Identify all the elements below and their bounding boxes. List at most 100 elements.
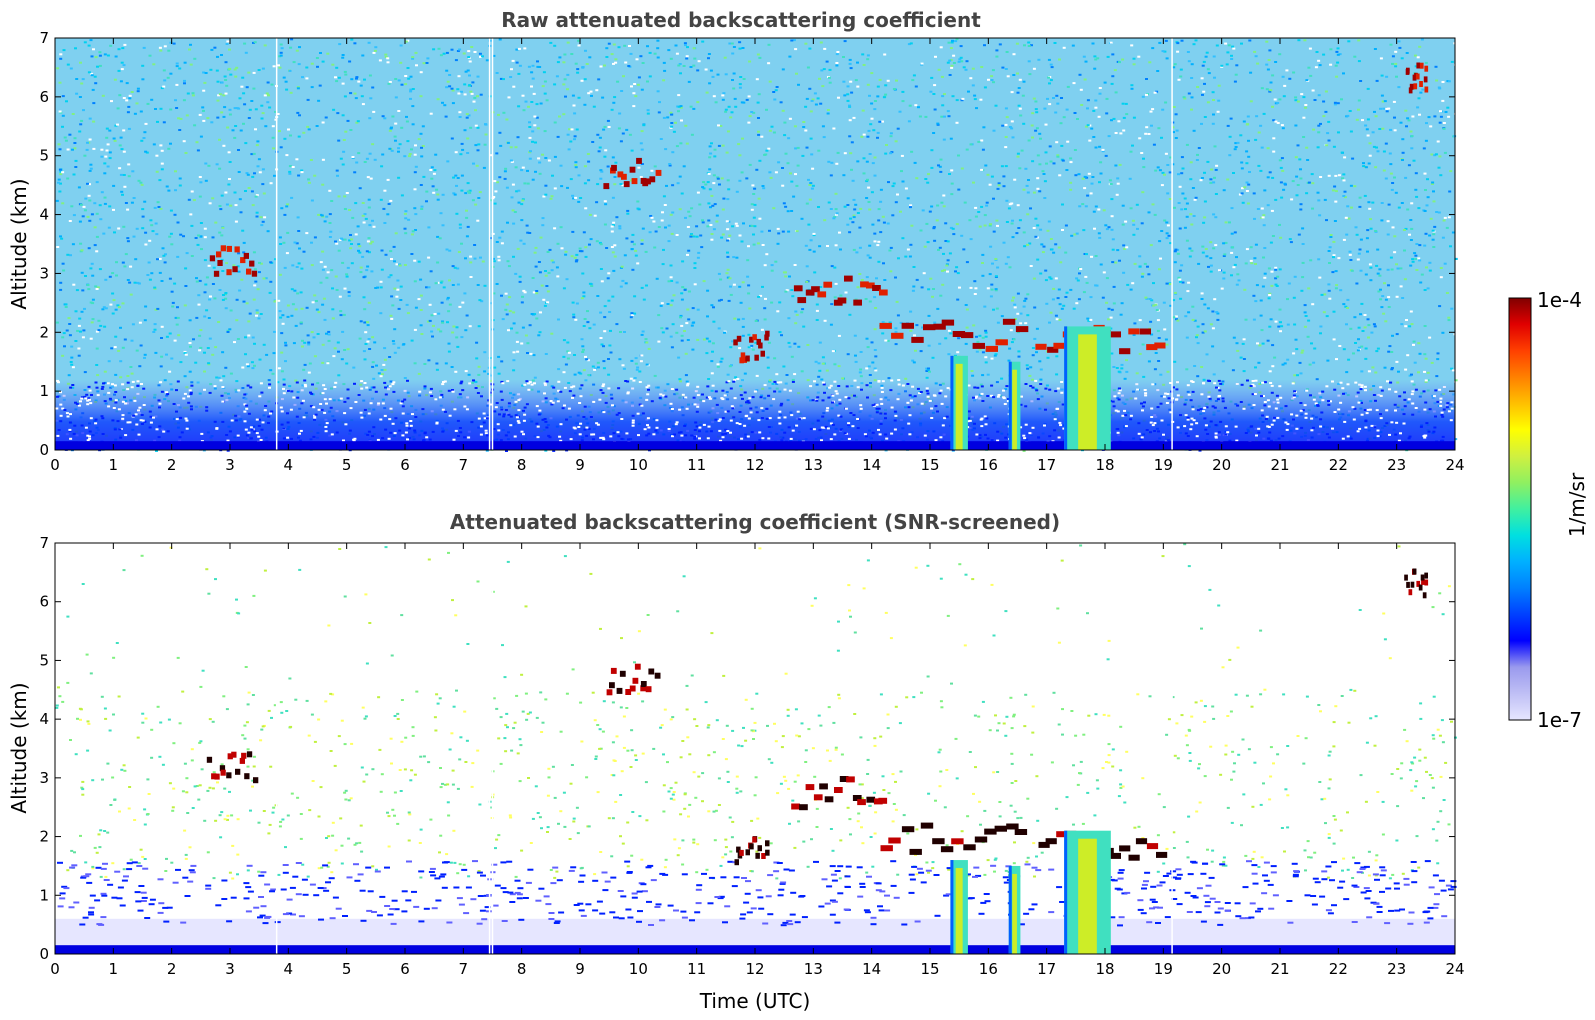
bottom-x-tick-label: 17 <box>1037 960 1056 978</box>
bottom-y-tick-label: 4 <box>39 710 49 728</box>
bottom-cloud-feature <box>950 860 968 954</box>
bottom-y-axis-label: Altitude (km) <box>7 682 31 813</box>
bottom-x-tick-label: 12 <box>745 960 764 978</box>
top-x-tick-label: 13 <box>804 456 823 474</box>
bottom-cloud-feature <box>1404 568 1429 599</box>
bottom-x-tick-label: 11 <box>687 960 706 978</box>
top-y-tick-label: 5 <box>39 147 49 165</box>
top-cloud-feature <box>1405 62 1429 94</box>
bottom-x-tick-label: 15 <box>920 960 939 978</box>
top-panel: Raw attenuated backscattering coefficien… <box>7 8 1465 474</box>
top-x-tick-label: 20 <box>1212 456 1231 474</box>
top-cloud-feature <box>879 318 1029 352</box>
top-x-tick-label: 0 <box>50 456 60 474</box>
top-x-ticks: 0 1 2 3 4 5 6 7 8 9 10 11 12 13 14 15 16 17 18 19 20 21 22 23 24 <box>50 38 1465 474</box>
bottom-x-tick-label: 22 <box>1329 960 1348 978</box>
bottom-panel-title: Attenuated backscattering coefficient (S… <box>450 510 1060 534</box>
top-x-tick-label: 22 <box>1329 456 1348 474</box>
top-x-tick-label: 8 <box>517 456 527 474</box>
top-y-ticks: 0 1 2 3 4 5 6 7 <box>39 29 1455 459</box>
top-plot-area <box>55 38 1458 452</box>
bottom-x-tick-label: 13 <box>804 960 823 978</box>
bottom-y-tick-label: 1 <box>39 886 49 904</box>
bottom-x-tick-label: 2 <box>167 960 177 978</box>
top-x-tick-label: 3 <box>225 456 235 474</box>
top-cloud-feature <box>733 330 770 364</box>
top-cloud-feature <box>209 245 258 277</box>
top-y-tick-label: 7 <box>39 29 49 47</box>
bottom-cloud-feature <box>1064 830 1111 954</box>
bottom-x-tick-label: 23 <box>1387 960 1406 978</box>
bottom-x-tick-label: 6 <box>400 960 410 978</box>
bottom-plot-area <box>55 543 1457 954</box>
bottom-x-tick-label: 9 <box>575 960 585 978</box>
bottom-y-tick-label: 7 <box>39 534 49 552</box>
bottom-y-tick-label: 6 <box>39 593 49 611</box>
top-cloud-feature <box>793 275 888 306</box>
bottom-heatmap-speckle <box>55 543 1457 880</box>
bottom-cloud-feature <box>791 776 888 811</box>
top-x-tick-label: 15 <box>920 456 939 474</box>
colorbar-min-label: 1e-7 <box>1537 708 1582 732</box>
top-boundary-layer <box>55 379 1455 452</box>
top-cloud-feature <box>1008 361 1021 450</box>
top-x-tick-label: 23 <box>1387 456 1406 474</box>
top-cloud-feature <box>950 355 968 450</box>
top-y-axis-label: Altitude (km) <box>7 178 31 309</box>
top-x-tick-label: 4 <box>284 456 294 474</box>
bottom-cloud-feature <box>1008 865 1021 954</box>
top-x-tick-label: 21 <box>1270 456 1289 474</box>
top-x-tick-label: 10 <box>629 456 648 474</box>
top-x-tick-label: 17 <box>1037 456 1056 474</box>
bottom-x-tick-label: 7 <box>459 960 469 978</box>
bottom-heatmap-background <box>55 543 1455 954</box>
bottom-y-tick-label: 2 <box>39 828 49 846</box>
top-x-tick-label: 12 <box>745 456 764 474</box>
top-x-tick-label: 24 <box>1445 456 1464 474</box>
bottom-y-tick-label: 0 <box>39 945 49 963</box>
colorbar-unit-label: 1/m/sr <box>1565 472 1589 537</box>
colorbar-max-label: 1e-4 <box>1537 288 1582 312</box>
bottom-x-tick-label: 5 <box>342 960 352 978</box>
top-x-tick-label: 19 <box>1154 456 1173 474</box>
bottom-x-tick-label: 18 <box>1095 960 1114 978</box>
top-x-tick-label: 18 <box>1095 456 1114 474</box>
top-y-tick-label: 4 <box>39 206 49 224</box>
top-y-tick-label: 0 <box>39 441 49 459</box>
bottom-x-tick-label: 19 <box>1154 960 1173 978</box>
bottom-y-tick-label: 3 <box>39 769 49 787</box>
bottom-x-tick-label: 0 <box>50 960 60 978</box>
bottom-x-tick-label: 20 <box>1212 960 1231 978</box>
bottom-cloud-feature <box>734 836 770 866</box>
bottom-x-tick-label: 21 <box>1270 960 1289 978</box>
top-x-tick-label: 5 <box>342 456 352 474</box>
top-x-tick-label: 16 <box>979 456 998 474</box>
bottom-x-tick-label: 24 <box>1445 960 1464 978</box>
bottom-x-tick-label: 8 <box>517 960 527 978</box>
top-x-tick-label: 1 <box>109 456 119 474</box>
top-x-tick-label: 11 <box>687 456 706 474</box>
bottom-cloud-features <box>206 568 1429 954</box>
top-x-tick-label: 6 <box>400 456 410 474</box>
bottom-x-tick-label: 1 <box>109 960 119 978</box>
colorbar-gradient <box>1508 297 1532 721</box>
bottom-x-tick-label: 3 <box>225 960 235 978</box>
bottom-x-axis-label: Time (UTC) <box>699 989 811 1013</box>
top-cloud-feature <box>603 157 662 190</box>
bottom-cloud-feature <box>606 663 661 696</box>
top-cloud-features <box>209 62 1429 450</box>
bottom-cloud-feature <box>206 751 259 784</box>
bottom-x-tick-label: 10 <box>629 960 648 978</box>
top-y-tick-label: 3 <box>39 264 49 282</box>
bottom-y-tick-label: 5 <box>39 651 49 669</box>
bottom-x-tick-label: 14 <box>862 960 881 978</box>
bottom-x-tick-label: 4 <box>284 960 294 978</box>
bottom-x-ticks: 0 1 2 3 4 5 6 7 8 9 10 11 12 13 14 15 16 17 18 19 20 21 22 23 24 <box>50 543 1465 978</box>
top-x-tick-label: 2 <box>167 456 177 474</box>
top-x-tick-label: 14 <box>862 456 881 474</box>
top-y-tick-label: 1 <box>39 382 49 400</box>
top-y-tick-label: 2 <box>39 323 49 341</box>
top-panel-title: Raw attenuated backscattering coefficien… <box>501 8 981 32</box>
top-x-tick-label: 9 <box>575 456 585 474</box>
